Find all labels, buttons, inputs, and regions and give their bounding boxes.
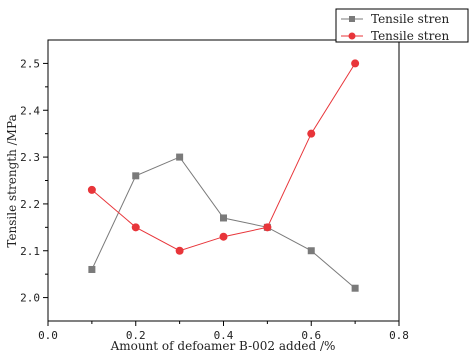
data-point-square [88,265,96,273]
data-point-circle [87,185,96,194]
data-point-square [220,214,227,222]
data-point-square [132,172,140,180]
data-point-circle [175,246,184,255]
legend-label-1: Tensile stren [371,12,449,26]
data-point-circle [351,59,360,68]
series-line-2 [91,63,356,252]
axis-ticks: 0.0 0.2 0.4 0.6 0.8 2.0 2.1 2.2 2.3 2.4 2.5 [20,57,409,342]
data-point-circle [307,129,316,138]
y-tick-label: 2.4 [20,104,40,117]
x-tick-label: 0.2 [126,329,146,342]
x-tick-label: 0.0 [38,329,58,342]
plot-frame [47,39,400,322]
series-layer [87,59,360,292]
data-point-square [351,284,359,292]
legend: Tensile stren Tensile stren [335,8,469,43]
x-tick-label: 0.6 [301,329,321,342]
x-tick-label: 0.8 [389,329,409,342]
y-tick-label: 2.5 [20,57,40,70]
y-axis-label: Tensile strength /MPa [5,114,19,247]
data-point-circle [263,223,272,232]
legend-marker-square [349,16,355,22]
x-tick-label: 0.4 [214,329,234,342]
y-tick-label: 2.0 [20,292,40,305]
y-tick-label: 2.2 [20,198,40,211]
series-line-1 [91,156,356,289]
y-tick-label: 2.3 [20,151,40,164]
x-axis-label: Amount of defoamer B-002 added /% [110,339,336,353]
legend-marker-circle [348,32,356,40]
data-point-square [176,153,184,161]
y-tick-label: 2.1 [20,245,40,258]
data-point-square [307,247,315,255]
data-point-circle [219,232,228,241]
legend-label-2: Tensile stren [371,29,449,43]
data-point-circle [131,223,140,232]
